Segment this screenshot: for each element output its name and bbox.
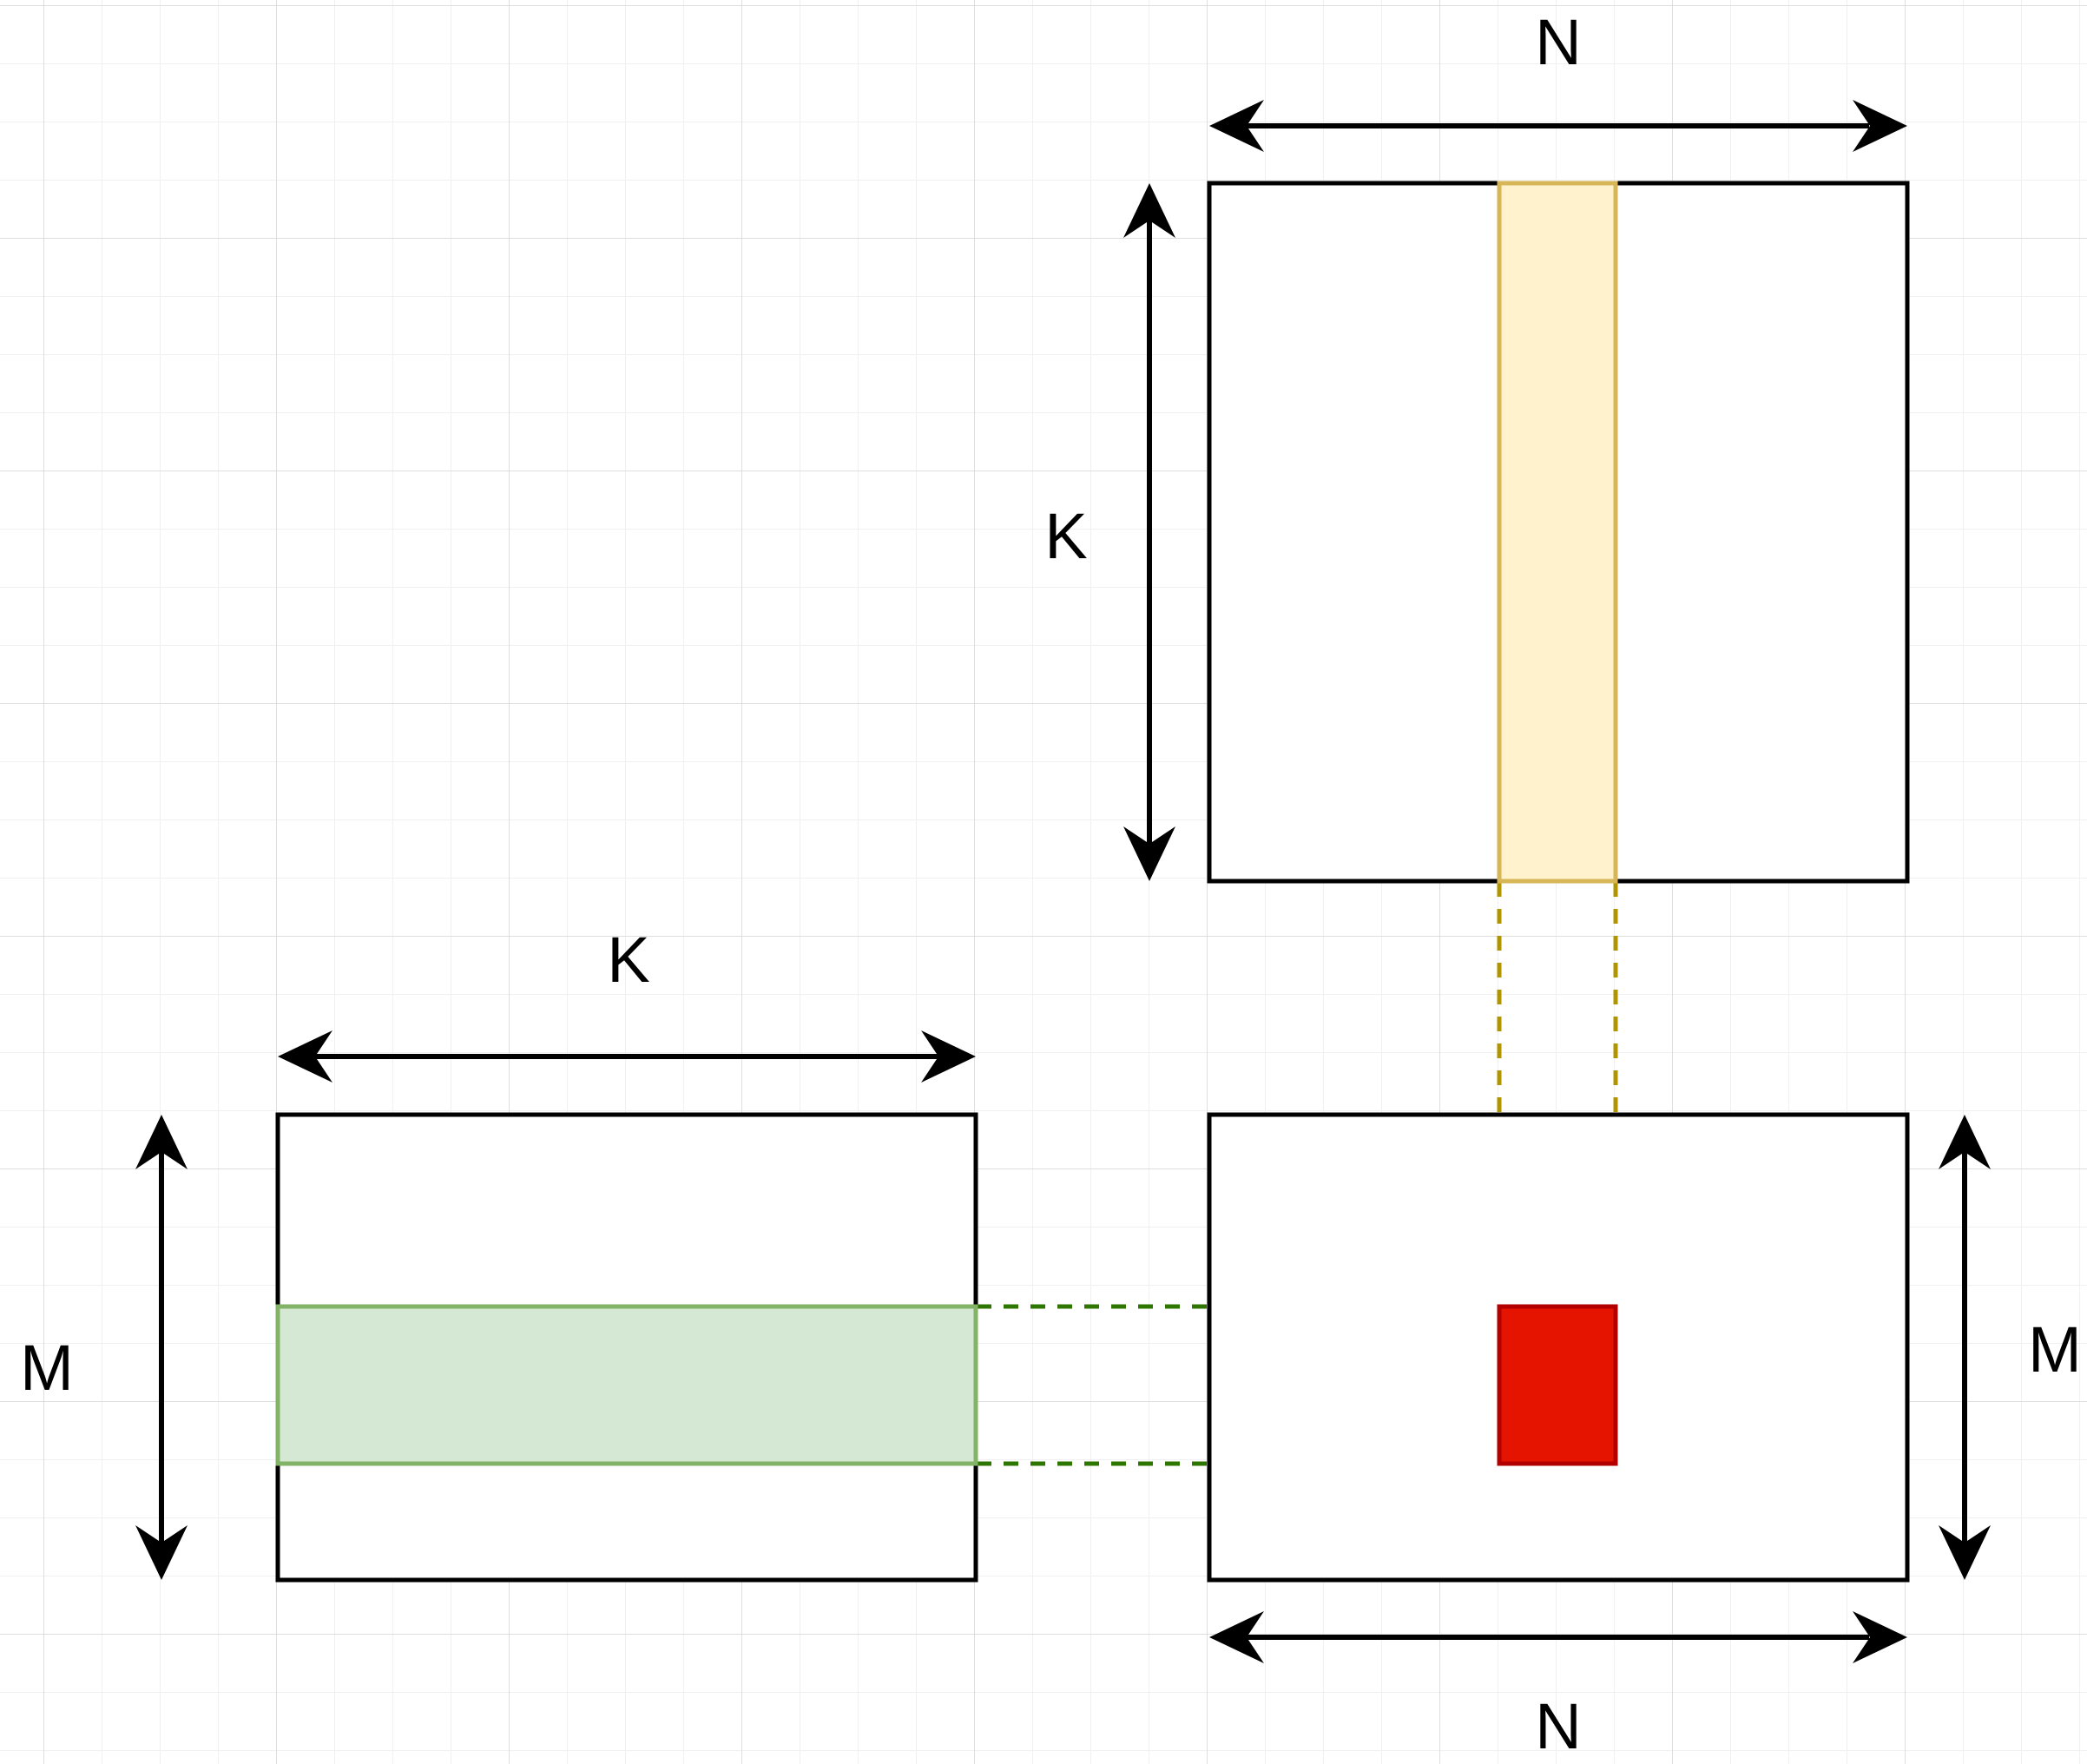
left-height-arrow (135, 1115, 188, 1580)
left-width-label: K (607, 924, 649, 996)
top-height-label: K (1044, 500, 1087, 572)
top-width-label: N (1535, 6, 1581, 78)
bottom-width-label: N (1535, 1690, 1581, 1762)
left-height-label: M (20, 1332, 74, 1404)
right-height-label: M (2028, 1313, 2082, 1386)
matrix-left-row (275, 1304, 978, 1466)
top-height-arrow (1123, 183, 1175, 881)
bottom-width-arrow (1209, 1611, 1907, 1663)
matrix-top-column (1497, 181, 1618, 884)
left-width-arrow (278, 1030, 976, 1083)
top-width-arrow (1209, 100, 1907, 152)
result-cell (1497, 1304, 1618, 1466)
right-height-arrow (1939, 1115, 1991, 1580)
